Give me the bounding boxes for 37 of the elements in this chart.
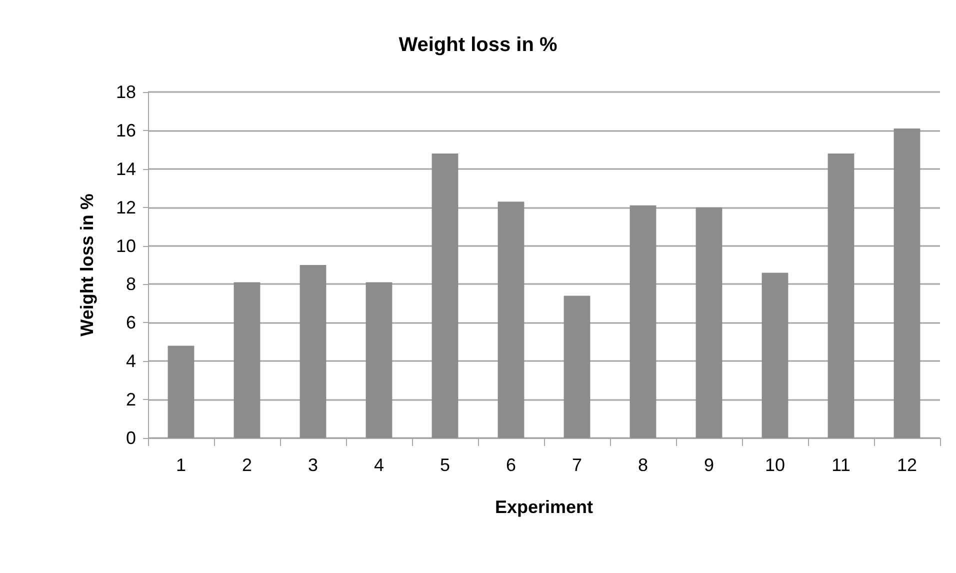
x-tick-label: 11	[832, 455, 850, 475]
bar	[564, 296, 590, 438]
y-axis-title: Weight loss in %	[77, 194, 97, 336]
y-tick-label: 0	[126, 428, 136, 448]
bar	[828, 154, 854, 438]
y-tick-label: 16	[116, 120, 136, 140]
bar	[366, 282, 392, 438]
bar	[300, 265, 326, 438]
bar	[234, 282, 260, 438]
y-tick-label: 14	[116, 158, 136, 179]
x-tick-label: 2	[242, 455, 252, 475]
bar	[168, 346, 194, 438]
bar	[498, 202, 524, 438]
y-tick-label: 6	[126, 312, 136, 333]
x-tick-label: 1	[176, 455, 186, 475]
y-tick-label: 8	[126, 274, 136, 294]
x-tick-label: 7	[572, 455, 582, 475]
y-tick-label: 10	[116, 236, 136, 256]
x-tick-label: 12	[896, 455, 918, 475]
x-tick-label: 6	[506, 455, 516, 475]
x-tick-label: 8	[638, 455, 648, 475]
bar	[432, 154, 458, 438]
bar	[696, 207, 722, 438]
x-tick-label: 3	[308, 455, 318, 475]
bar	[630, 205, 656, 438]
y-tick-label: 2	[126, 390, 136, 410]
bar	[894, 128, 920, 438]
bar	[762, 272, 788, 438]
x-axis-title: Experiment	[494, 497, 594, 517]
y-tick-label: 12	[116, 197, 136, 218]
x-tick-label: 10	[764, 455, 786, 475]
x-tick-label: 9	[704, 455, 714, 475]
y-tick-label: 4	[126, 351, 136, 372]
x-tick-label: 5	[440, 455, 450, 475]
x-tick-label: 4	[374, 455, 384, 475]
chart-title: Weight loss in %	[398, 34, 558, 56]
y-tick-label: 18	[116, 82, 136, 102]
